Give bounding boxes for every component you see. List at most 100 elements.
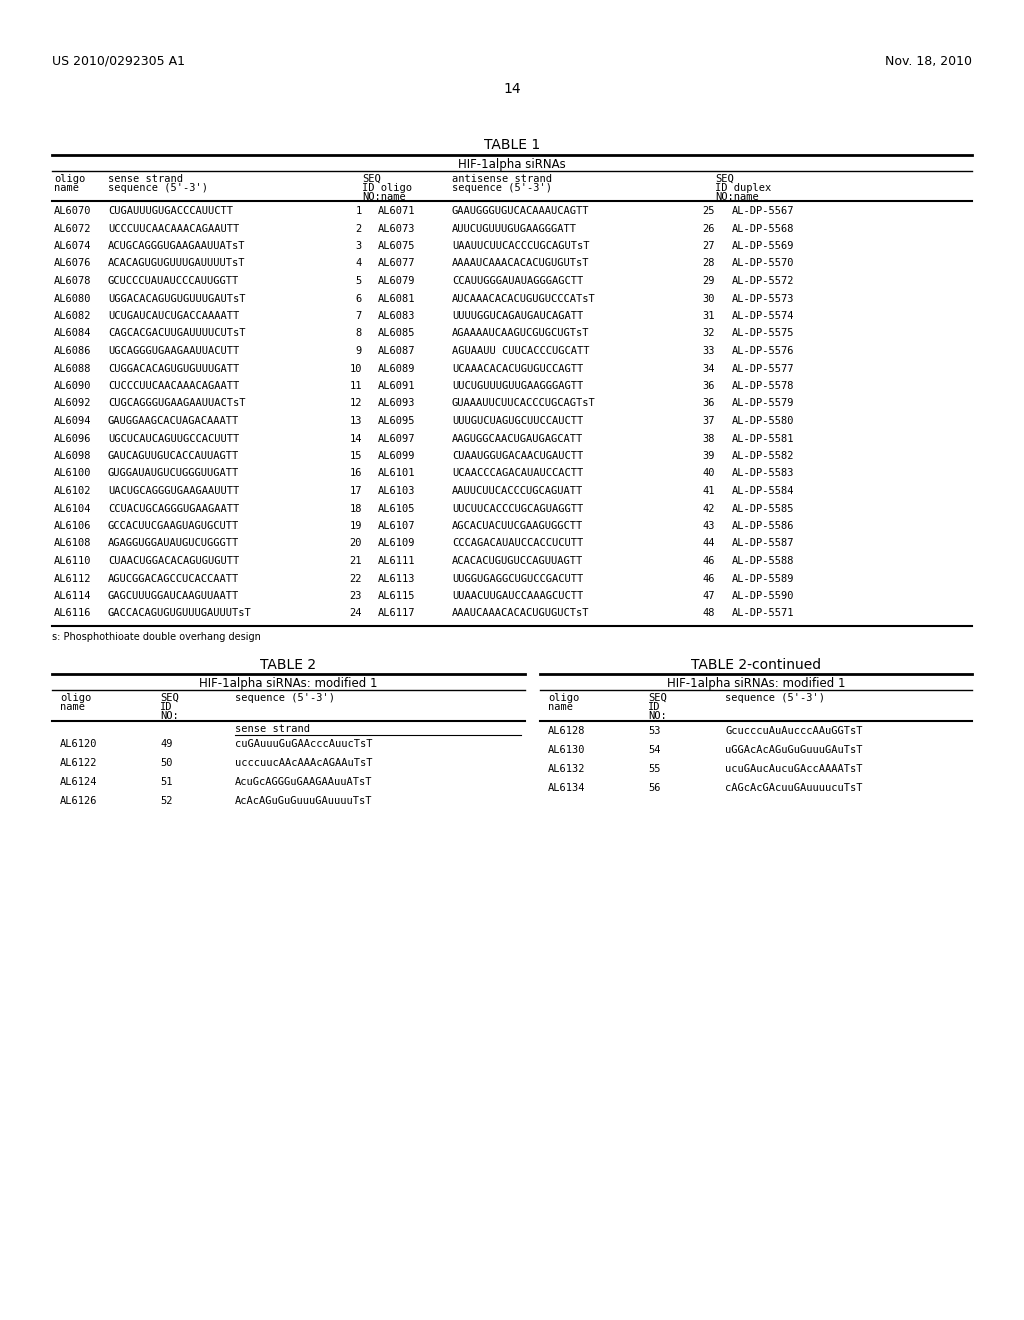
Text: GcucccuAuAucccAAuGGTsT: GcucccuAuAucccAAuGGTsT — [725, 726, 862, 737]
Text: SEQ: SEQ — [362, 174, 381, 183]
Text: AL6076: AL6076 — [54, 259, 91, 268]
Text: 16: 16 — [349, 469, 362, 479]
Text: AL6084: AL6084 — [54, 329, 91, 338]
Text: oligo: oligo — [54, 174, 85, 183]
Text: CUCCCUUCAACAAACAGAATT: CUCCCUUCAACAAACAGAATT — [108, 381, 240, 391]
Text: GCUCCCUAUAUCCCAUUGGTT: GCUCCCUAUAUCCCAUUGGTT — [108, 276, 240, 286]
Text: 22: 22 — [349, 573, 362, 583]
Text: AGCACUACUUCGAAGUGGCTT: AGCACUACUUCGAAGUGGCTT — [452, 521, 584, 531]
Text: ACACAGUGUGUUUGAUUUUTsT: ACACAGUGUGUUUGAUUUUTsT — [108, 259, 246, 268]
Text: 54: 54 — [648, 744, 660, 755]
Text: AL-DP-5587: AL-DP-5587 — [732, 539, 795, 549]
Text: name: name — [60, 702, 85, 711]
Text: AL6107: AL6107 — [378, 521, 416, 531]
Text: name: name — [548, 702, 573, 711]
Text: UUCUUCACCCUGCAGUAGGTT: UUCUUCACCCUGCAGUAGGTT — [452, 503, 584, 513]
Text: AL-DP-5584: AL-DP-5584 — [732, 486, 795, 496]
Text: CCAUUGGGAUAUAGGGAGCTT: CCAUUGGGAUAUAGGGAGCTT — [452, 276, 584, 286]
Text: uGGAcAcAGuGuGuuuGAuTsT: uGGAcAcAGuGuGuuuGAuTsT — [725, 744, 862, 755]
Text: 43: 43 — [702, 521, 715, 531]
Text: 12: 12 — [349, 399, 362, 408]
Text: AAAAUCAAACACACUGUGUTsT: AAAAUCAAACACACUGUGUTsT — [452, 259, 590, 268]
Text: 20: 20 — [349, 539, 362, 549]
Text: 2: 2 — [355, 223, 362, 234]
Text: AL6074: AL6074 — [54, 242, 91, 251]
Text: 50: 50 — [160, 758, 172, 768]
Text: 47: 47 — [702, 591, 715, 601]
Text: AL6099: AL6099 — [378, 451, 416, 461]
Text: AL6109: AL6109 — [378, 539, 416, 549]
Text: AL6082: AL6082 — [54, 312, 91, 321]
Text: GCCACUUCGAAGUAGUGCUTT: GCCACUUCGAAGUAGUGCUTT — [108, 521, 240, 531]
Text: 40: 40 — [702, 469, 715, 479]
Text: AL6115: AL6115 — [378, 591, 416, 601]
Text: UCCCUUCAACAAACAGAAUTT: UCCCUUCAACAAACAGAAUTT — [108, 223, 240, 234]
Text: GAUGGAAGCACUAGACAAATT: GAUGGAAGCACUAGACAAATT — [108, 416, 240, 426]
Text: AL6112: AL6112 — [54, 573, 91, 583]
Text: 53: 53 — [648, 726, 660, 737]
Text: ACUGCAGGGUGAAGAAUUATsT: ACUGCAGGGUGAAGAAUUATsT — [108, 242, 246, 251]
Text: NO:name: NO:name — [715, 191, 759, 202]
Text: AL6134: AL6134 — [548, 783, 586, 793]
Text: 29: 29 — [702, 276, 715, 286]
Text: AL6090: AL6090 — [54, 381, 91, 391]
Text: AL-DP-5568: AL-DP-5568 — [732, 223, 795, 234]
Text: sequence (5'-3'): sequence (5'-3') — [725, 693, 825, 704]
Text: sense strand: sense strand — [234, 723, 310, 734]
Text: Nov. 18, 2010: Nov. 18, 2010 — [885, 55, 972, 69]
Text: 27: 27 — [702, 242, 715, 251]
Text: AL6126: AL6126 — [60, 796, 97, 807]
Text: 8: 8 — [355, 329, 362, 338]
Text: AL6081: AL6081 — [378, 293, 416, 304]
Text: AL6106: AL6106 — [54, 521, 91, 531]
Text: 18: 18 — [349, 503, 362, 513]
Text: AL6113: AL6113 — [378, 573, 416, 583]
Text: AL-DP-5578: AL-DP-5578 — [732, 381, 795, 391]
Text: AL6093: AL6093 — [378, 399, 416, 408]
Text: ID: ID — [160, 702, 172, 711]
Text: AL-DP-5575: AL-DP-5575 — [732, 329, 795, 338]
Text: cAGcAcGAcuuGAuuuucuTsT: cAGcAcGAcuuGAuuuucuTsT — [725, 783, 862, 793]
Text: AL6108: AL6108 — [54, 539, 91, 549]
Text: AAUUCUUCACCCUGCAGUATT: AAUUCUUCACCCUGCAGUATT — [452, 486, 584, 496]
Text: AL-DP-5567: AL-DP-5567 — [732, 206, 795, 216]
Text: AL6070: AL6070 — [54, 206, 91, 216]
Text: 25: 25 — [702, 206, 715, 216]
Text: AL-DP-5573: AL-DP-5573 — [732, 293, 795, 304]
Text: AL6094: AL6094 — [54, 416, 91, 426]
Text: 15: 15 — [349, 451, 362, 461]
Text: AL6124: AL6124 — [60, 777, 97, 787]
Text: oligo: oligo — [60, 693, 91, 704]
Text: 31: 31 — [702, 312, 715, 321]
Text: AL-DP-5572: AL-DP-5572 — [732, 276, 795, 286]
Text: AL-DP-5571: AL-DP-5571 — [732, 609, 795, 619]
Text: AL6087: AL6087 — [378, 346, 416, 356]
Text: AGUCGGACAGCCUCACCAATT: AGUCGGACAGCCUCACCAATT — [108, 573, 240, 583]
Text: GAGCUUUGGAUCAAGUUAATT: GAGCUUUGGAUCAAGUUAATT — [108, 591, 240, 601]
Text: sequence (5'-3'): sequence (5'-3') — [452, 183, 552, 193]
Text: HIF-1alpha siRNAs: HIF-1alpha siRNAs — [458, 158, 566, 172]
Text: AcuGcAGGGuGAAGAAuuATsT: AcuGcAGGGuGAAGAAuuATsT — [234, 777, 373, 787]
Text: 46: 46 — [702, 573, 715, 583]
Text: AL-DP-5579: AL-DP-5579 — [732, 399, 795, 408]
Text: AL-DP-5589: AL-DP-5589 — [732, 573, 795, 583]
Text: AL6097: AL6097 — [378, 433, 416, 444]
Text: 4: 4 — [355, 259, 362, 268]
Text: antisense strand: antisense strand — [452, 174, 552, 183]
Text: UCAAACACACUGUGUCCAGTT: UCAAACACACUGUGUCCAGTT — [452, 363, 584, 374]
Text: AL-DP-5583: AL-DP-5583 — [732, 469, 795, 479]
Text: cuGAuuuGuGAAcccAuucTsT: cuGAuuuGuGAAcccAuucTsT — [234, 739, 373, 748]
Text: AL6073: AL6073 — [378, 223, 416, 234]
Text: 19: 19 — [349, 521, 362, 531]
Text: AL6100: AL6100 — [54, 469, 91, 479]
Text: CCUACUGCAGGGUGAAGAATT: CCUACUGCAGGGUGAAGAATT — [108, 503, 240, 513]
Text: AL-DP-5590: AL-DP-5590 — [732, 591, 795, 601]
Text: 44: 44 — [702, 539, 715, 549]
Text: AL6075: AL6075 — [378, 242, 416, 251]
Text: UUUUGGUCAGAUGAUCAGATT: UUUUGGUCAGAUGAUCAGATT — [452, 312, 584, 321]
Text: US 2010/0292305 A1: US 2010/0292305 A1 — [52, 55, 185, 69]
Text: 28: 28 — [702, 259, 715, 268]
Text: AL6128: AL6128 — [548, 726, 586, 737]
Text: 36: 36 — [702, 399, 715, 408]
Text: CCCAGACAUAUCCACCUCUTT: CCCAGACAUAUCCACCUCUTT — [452, 539, 584, 549]
